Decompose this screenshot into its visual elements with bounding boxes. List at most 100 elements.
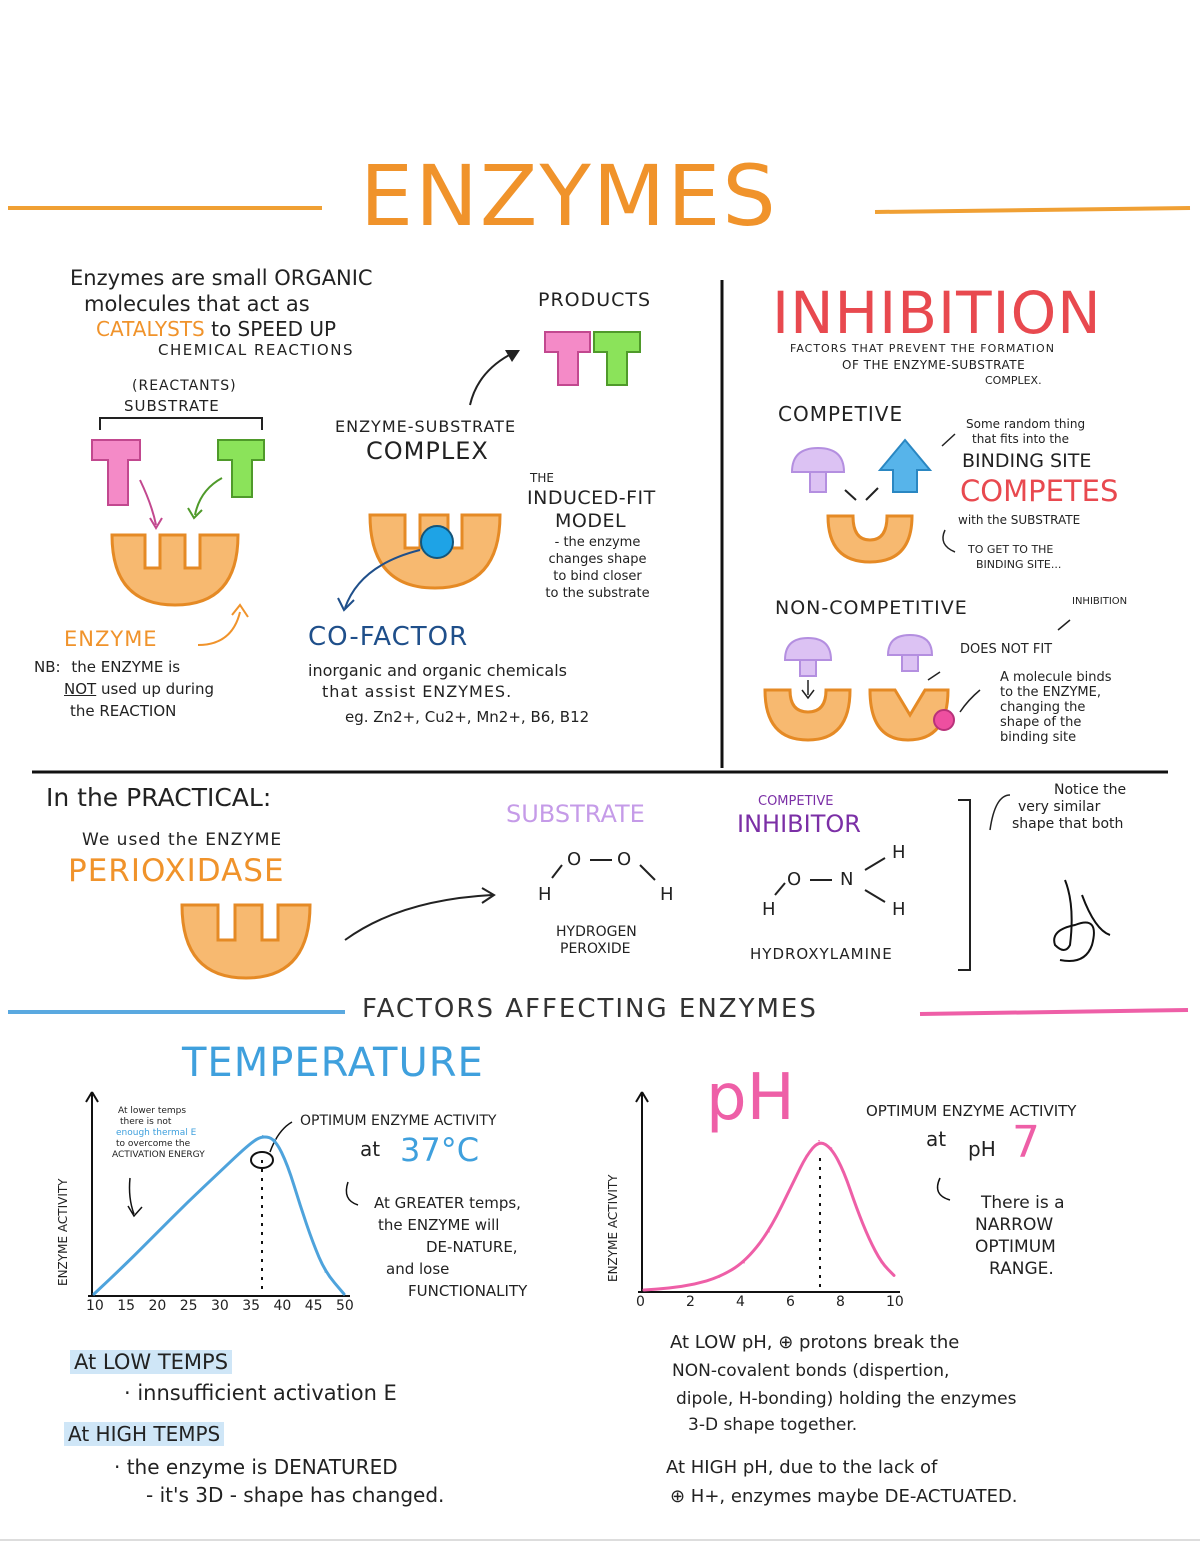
ph-chart-axes	[635, 1091, 900, 1293]
chart-data-point	[311, 1241, 314, 1244]
ph-low-line-1: At LOW pH, ⊕ protons break the	[670, 1332, 960, 1353]
noncompetitive-tag: INHIBITION	[1072, 596, 1128, 607]
temp-optimum-label: OPTIMUM ENZYME ACTIVITY	[300, 1113, 497, 1129]
chart-data-point	[343, 1293, 345, 1295]
binding-site-label: BINDING SITE	[962, 450, 1092, 472]
x-tick-label: 50	[336, 1298, 354, 1314]
chart-data-point	[274, 1138, 277, 1141]
atom-h-hx-top: H	[892, 842, 906, 863]
ph-low-line-4: 3-D shape together.	[688, 1415, 858, 1435]
cofactor-line-2: that assist ENZYMES.	[322, 682, 513, 701]
noncompetitive-note: A molecule binds to the ENZYME, changing…	[1000, 670, 1112, 745]
atom-o-2: O	[617, 849, 632, 870]
atom-n-hx: N	[840, 869, 854, 890]
competitive-to-get-2: BINDING SITE...	[976, 558, 1062, 571]
substrate-green-block	[217, 439, 265, 498]
nb-text-2: used up during	[100, 680, 215, 698]
induced-fit-desc-line: - the enzyme	[554, 535, 641, 550]
competive-small-label: COMPETIVE	[758, 794, 834, 809]
temp-note-line: At lower temps	[118, 1106, 187, 1116]
arrow-to-products	[469, 351, 516, 406]
noncomp-inhibitor-dot	[933, 709, 955, 731]
practical-notice: Notice the very similar shape that both	[1012, 782, 1126, 833]
noncompetitive-note-line: A molecule binds	[1000, 670, 1112, 685]
chart-data-point	[818, 1139, 820, 1142]
catalysts-word: CATALYSTS	[96, 317, 205, 341]
ph-narrow-line: RANGE.	[989, 1259, 1054, 1279]
temp-high-heading: At HIGH TEMPS	[64, 1422, 225, 1446]
temp-low-text: · innsufficient activation E	[124, 1381, 397, 1405]
products-label: PRODUCTS	[538, 289, 652, 311]
temperature-chart	[92, 1134, 346, 1296]
practical-used: We used the ENZYME	[82, 830, 283, 850]
temp-chart-axes	[85, 1091, 350, 1297]
chart-data-point	[743, 1261, 745, 1264]
ph-low-line-3: dipole, H-bonding) holding the enzymes	[676, 1389, 1017, 1409]
perioxidase-enzyme-shape	[180, 903, 312, 980]
temp-note-line: ACTIVATION ENERGY	[112, 1150, 205, 1160]
inhibitor-label: INHIBITOR	[737, 810, 861, 838]
x-tick-label: 10	[886, 1294, 904, 1310]
chart-data-point	[805, 1154, 808, 1157]
noncompetitive-note-line: changing the	[1000, 700, 1086, 715]
does-not-fit-label: DOES NOT FIT	[960, 642, 1053, 657]
chart-data-point	[286, 1164, 289, 1166]
enzyme-shape	[110, 533, 240, 607]
practical-arrow	[344, 894, 493, 941]
complex-line-2: COMPLEX	[366, 437, 489, 465]
x-tick-label: 8	[836, 1294, 845, 1310]
ph-title: pH	[706, 1061, 795, 1135]
substrate-bracket	[99, 417, 263, 430]
temp-low-heading: At LOW TEMPS	[70, 1350, 233, 1374]
chart-data-point	[830, 1147, 833, 1149]
ph-narrow-line: OPTIMUM	[975, 1237, 1056, 1257]
substrate-label: SUBSTRATE	[124, 397, 220, 415]
chart-data-point	[843, 1170, 845, 1173]
ph-optimum-value: 7	[1012, 1117, 1040, 1168]
competitive-note-2: that fits into the	[972, 432, 1070, 446]
inhibition-title: INHIBITION	[772, 279, 1102, 347]
chart-data-point	[261, 1134, 264, 1137]
inhibition-sub-3: COMPLEX.	[985, 374, 1042, 387]
hydroxylamine-label: HYDROXYLAMINE	[750, 945, 893, 963]
ph-chart	[642, 1139, 896, 1292]
cofactor-circle	[420, 525, 454, 559]
ph-narrow-note: There is a NARROW OPTIMUM RANGE.	[975, 1192, 1065, 1280]
x-tick-label: 2	[686, 1294, 695, 1310]
competitive-enzyme-shape	[826, 514, 914, 564]
temp-optimum-value: 37°C	[400, 1131, 480, 1169]
notice-line: very similar	[1018, 799, 1101, 815]
ph-narrow-line: There is a	[981, 1193, 1065, 1213]
ph-y-axis-label: ENZYME ACTIVITY	[606, 1174, 620, 1282]
temp-greater-line: DE-NATURE,	[426, 1238, 518, 1256]
temp-optimum-circle	[250, 1151, 274, 1169]
x-tick-label: 35	[242, 1298, 261, 1314]
enzyme-label-arrow	[197, 611, 241, 646]
induced-fit-title-1: INDUCED-FIT	[527, 487, 656, 509]
chart-data-point	[868, 1238, 870, 1240]
intro-line-2: molecules that act as	[84, 292, 310, 316]
cofactor-title: CO-FACTOR	[308, 622, 469, 652]
chart-data-point	[218, 1171, 220, 1174]
intro-line-4: CHEMICAL REACTIONS	[158, 341, 354, 359]
chart-data-point	[693, 1283, 695, 1286]
practical-heading: In the PRACTICAL:	[46, 783, 272, 812]
ph-low-line-2: NON-covalent bonds (dispertion,	[672, 1361, 950, 1381]
competitive-note-1: Some random thing	[966, 417, 1086, 431]
practical-substrate-label: SUBSTRATE	[506, 800, 645, 828]
factors-heading: FACTORS AFFECTING ENZYMES	[362, 994, 818, 1024]
title-rule-right	[874, 206, 1191, 214]
x-tick-label: 40	[273, 1298, 292, 1314]
noncompetitive-note-line: to the ENZYME,	[1000, 685, 1101, 700]
chart-data-point	[768, 1230, 770, 1233]
competitive-with: with the SUBSTRATE	[958, 513, 1081, 527]
inhibition-sub-1: FACTORS THAT PREVENT THE FORMATION	[790, 342, 1055, 355]
induced-fit-desc-line: to the substrate	[545, 586, 650, 601]
nb-text-1: the ENZYME is	[71, 658, 181, 676]
temp-note-line: to overcome the	[116, 1139, 191, 1149]
ph-optimum-label: OPTIMUM ENZYME ACTIVITY	[866, 1102, 1077, 1120]
perioxidase-label: PERIOXIDASE	[68, 853, 285, 889]
competes-label: COMPETES	[960, 474, 1119, 508]
induced-fit-the: THE	[530, 471, 554, 485]
temp-y-axis-label: ENZYME ACTIVITY	[56, 1178, 70, 1286]
